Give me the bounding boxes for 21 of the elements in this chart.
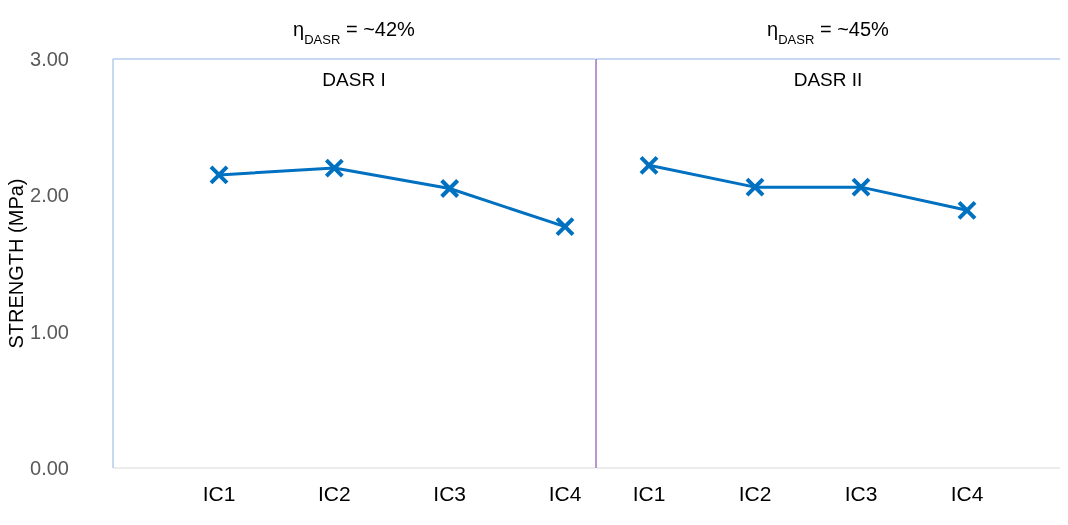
x-tick-label: IC1: [202, 481, 236, 505]
x-tick-label: IC1: [632, 481, 666, 505]
point: [439, 178, 460, 199]
x-tick-label: IC3: [433, 481, 467, 505]
point: [324, 158, 345, 179]
point: [555, 216, 575, 237]
chart-title: η$_{DASR}$ = ~42%: [293, 18, 416, 47]
x-tick-label: IC3: [844, 481, 878, 505]
point: [209, 164, 229, 185]
x-tick-label: IC4: [950, 481, 984, 505]
chart-title: η$_{DASR}$ = ~45%: [767, 18, 890, 47]
y-tick-label: 3.00: [30, 48, 69, 71]
annotation: DASR I: [322, 69, 386, 90]
y-tick-label: 1.00: [30, 320, 69, 343]
y-tick-label: 0.00: [30, 457, 69, 480]
x-tick-label: IC2: [317, 481, 351, 505]
y-axis-title: STRENGTH (MPa): [5, 178, 28, 349]
x-tick-label: IC4: [548, 481, 582, 505]
annotation: DASR II: [793, 69, 863, 90]
x-tick-label: IC2: [738, 481, 772, 505]
y-tick-label: 2.00: [30, 184, 69, 207]
